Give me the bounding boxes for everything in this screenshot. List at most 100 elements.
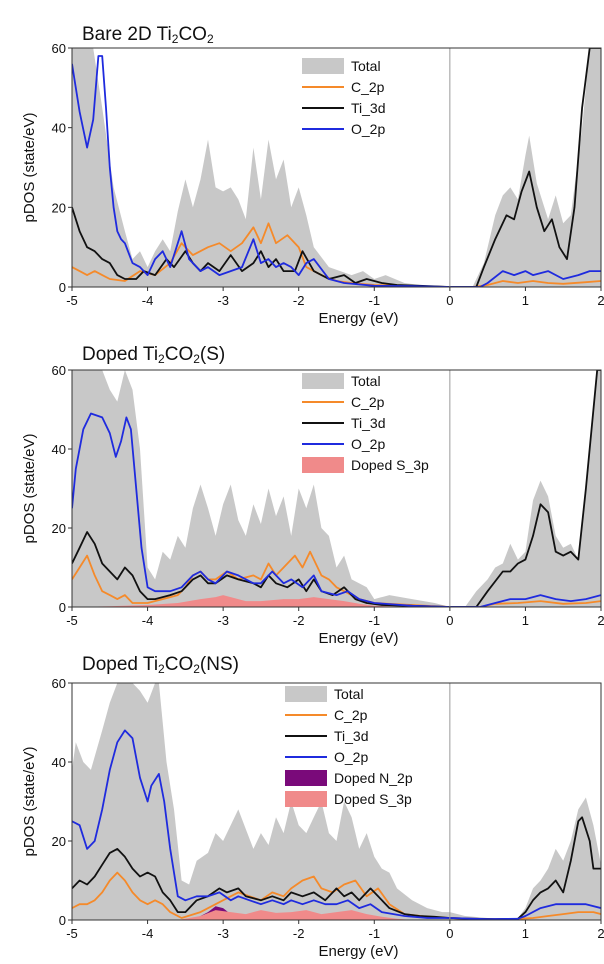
- series-o-2p-line: [72, 55, 601, 287]
- title-subscript: 2: [172, 32, 179, 46]
- panel-title: Doped Ti2CO2(NS): [82, 654, 239, 676]
- x-tick-label: 2: [597, 613, 604, 628]
- legend-swatch-doped-n-2p: [285, 770, 327, 786]
- y-tick-label: 40: [52, 755, 66, 770]
- legend-label: Total: [334, 686, 364, 702]
- legend: Total C_2p Ti_3d O_2p Doped S_3p: [302, 373, 429, 473]
- x-axis-label: Energy (eV): [318, 310, 398, 327]
- x-tick-label: -2: [293, 293, 305, 308]
- series-ti-3d-line: [72, 48, 601, 287]
- title-subscript: 2: [193, 662, 200, 676]
- series-c-2p-line: [72, 550, 601, 607]
- x-tick-label: -2: [293, 926, 305, 941]
- x-tick-label: -3: [217, 613, 229, 628]
- series-total-area: [72, 683, 601, 920]
- x-tick-label: -4: [142, 613, 154, 628]
- y-tick-label: 20: [52, 834, 66, 849]
- x-tick-label: -4: [142, 293, 154, 308]
- x-tick-label: -1: [369, 293, 381, 308]
- x-tick-label: -3: [217, 293, 229, 308]
- legend-label: O_2p: [351, 436, 385, 452]
- plot-frame: [71, 682, 602, 921]
- x-tick-label: -5: [66, 926, 78, 941]
- title-text: (NS): [200, 654, 239, 675]
- y-tick-label: 0: [59, 600, 66, 615]
- series-o-2p-line: [72, 729, 601, 920]
- series-doped-s-3p-area: [72, 910, 601, 920]
- legend-label: O_2p: [351, 121, 385, 137]
- legend-label: O_2p: [334, 749, 368, 765]
- x-tick-label: 1: [522, 613, 529, 628]
- legend-swatch-total: [285, 686, 327, 702]
- legend-label: Total: [351, 373, 381, 389]
- legend-swatch-total: [302, 58, 344, 74]
- legend-label: C_2p: [351, 394, 385, 410]
- x-tick-label: -1: [369, 926, 381, 941]
- plot-area: [72, 683, 601, 920]
- series-total-area: [72, 48, 601, 287]
- legend-label: Total: [351, 58, 381, 74]
- y-tick-label: 0: [59, 280, 66, 295]
- panel-title: Doped Ti2CO2(S): [82, 344, 225, 366]
- plot-frame: [71, 369, 602, 608]
- legend-label: Ti_3d: [351, 415, 386, 431]
- title-text: CO: [178, 24, 207, 45]
- x-tick-label: 0: [446, 613, 453, 628]
- legend-label: Ti_3d: [334, 728, 369, 744]
- series-doped-s-3p-area: [72, 595, 601, 607]
- y-tick-label: 60: [52, 363, 66, 378]
- title-subscript: 2: [193, 352, 200, 366]
- legend: Total C_2p Ti_3d O_2p Doped N_2p Doped S_3p: [285, 686, 413, 807]
- x-tick-label: 1: [522, 293, 529, 308]
- x-tick-label: -3: [217, 926, 229, 941]
- x-tick-label: -1: [369, 613, 381, 628]
- title-text: (S): [200, 344, 225, 365]
- legend-label: Doped S_3p: [334, 791, 412, 807]
- plot-area: [72, 48, 601, 287]
- legend-swatch-total: [302, 373, 344, 389]
- legend: Total C_2p Ti_3d O_2p: [302, 58, 386, 137]
- y-axis-label: pDOS (state/eV): [21, 746, 38, 856]
- title-subscript: 2: [158, 352, 165, 366]
- title-subscript: 2: [207, 32, 214, 46]
- y-tick-label: 20: [52, 200, 66, 215]
- legend-label: C_2p: [351, 79, 385, 95]
- y-axis-label: pDOS (state/eV): [21, 433, 38, 543]
- title-text: CO: [165, 344, 194, 365]
- x-tick-label: 2: [597, 293, 604, 308]
- title-subscript: 2: [158, 662, 165, 676]
- x-tick-label: 1: [522, 926, 529, 941]
- series-ti-3d-line: [72, 816, 601, 920]
- x-tick-label: 2: [597, 926, 604, 941]
- series-ti-3d-line: [72, 370, 601, 607]
- y-tick-label: 40: [52, 121, 66, 136]
- legend-label: Ti_3d: [351, 100, 386, 116]
- legend-swatch-doped-s-3p: [302, 457, 344, 473]
- legend-swatch-doped-s-3p: [285, 791, 327, 807]
- plot-area: [72, 370, 601, 607]
- y-tick-label: 60: [52, 41, 66, 56]
- title-text: Bare 2D Ti: [82, 24, 172, 45]
- x-tick-label: -5: [66, 293, 78, 308]
- series-total-area: [72, 370, 601, 607]
- legend-label: Doped S_3p: [351, 457, 429, 473]
- y-tick-label: 20: [52, 521, 66, 536]
- x-axis-label: Energy (eV): [318, 630, 398, 647]
- x-tick-label: -2: [293, 613, 305, 628]
- title-text: Doped Ti: [82, 344, 158, 365]
- title-text: CO: [165, 654, 194, 675]
- x-axis-label: Energy (eV): [318, 943, 398, 960]
- y-axis-label: pDOS (state/eV): [21, 112, 38, 222]
- y-tick-label: 40: [52, 442, 66, 457]
- series-o-2p-line: [72, 412, 601, 607]
- x-tick-label: -4: [142, 926, 154, 941]
- y-tick-label: 60: [52, 676, 66, 691]
- x-tick-label: 0: [446, 293, 453, 308]
- x-tick-label: 0: [446, 926, 453, 941]
- title-text: Doped Ti: [82, 654, 158, 675]
- y-tick-label: 0: [59, 913, 66, 928]
